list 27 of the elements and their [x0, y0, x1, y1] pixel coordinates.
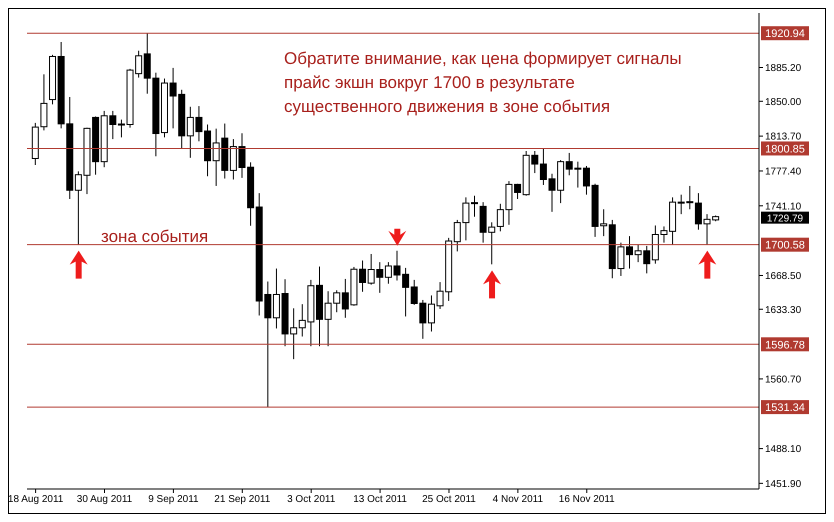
y-tick-label: 1777.40 — [765, 166, 802, 178]
annotation: Обратите внимание, как цена формирует сигналы прайс экшн вокруг 1700 в результате существенного движения в зоне события — [284, 48, 682, 118]
annotation: зона события — [101, 226, 208, 248]
y-tick-label: 1850.00 — [765, 96, 802, 108]
y-tick-label: 1885.20 — [765, 63, 802, 74]
ref-line-label: 1920.94 — [765, 28, 805, 40]
x-tick-label: 9 Sep 2011 — [148, 494, 200, 506]
y-tick-label: 1813.70 — [765, 132, 802, 143]
x-tick-label: 25 Oct 2011 — [422, 494, 476, 506]
x-tick-label: 30 Aug 2011 — [76, 494, 133, 506]
y-tick-label: 1560.70 — [765, 374, 802, 386]
ref-line-label: 1800.85 — [765, 143, 805, 156]
x-tick-label: 16 Nov 2011 — [558, 494, 616, 506]
y-tick-label: 1451.90 — [765, 478, 802, 490]
x-tick-label: 18 Aug 2011 — [8, 494, 64, 506]
y-tick-label: 1633.30 — [765, 304, 802, 316]
x-tick-label: 21 Sep 2011 — [214, 494, 271, 506]
ref-line-label: 1531.34 — [765, 402, 805, 414]
x-tick-label: 13 Oct 2011 — [353, 494, 408, 506]
y-tick-label: 1488.10 — [765, 444, 802, 456]
y-tick-label: 1741.10 — [765, 201, 802, 212]
text: 1729.79 — [766, 214, 804, 225]
x-tick-label: 3 Oct 2011 — [287, 494, 336, 506]
y-tick-label: 1668.50 — [765, 271, 802, 282]
x-tick-label: 4 Nov 2011 — [492, 494, 544, 506]
ref-line-label: 1596.78 — [765, 339, 805, 352]
ref-line-label: 1700.58 — [765, 240, 805, 252]
